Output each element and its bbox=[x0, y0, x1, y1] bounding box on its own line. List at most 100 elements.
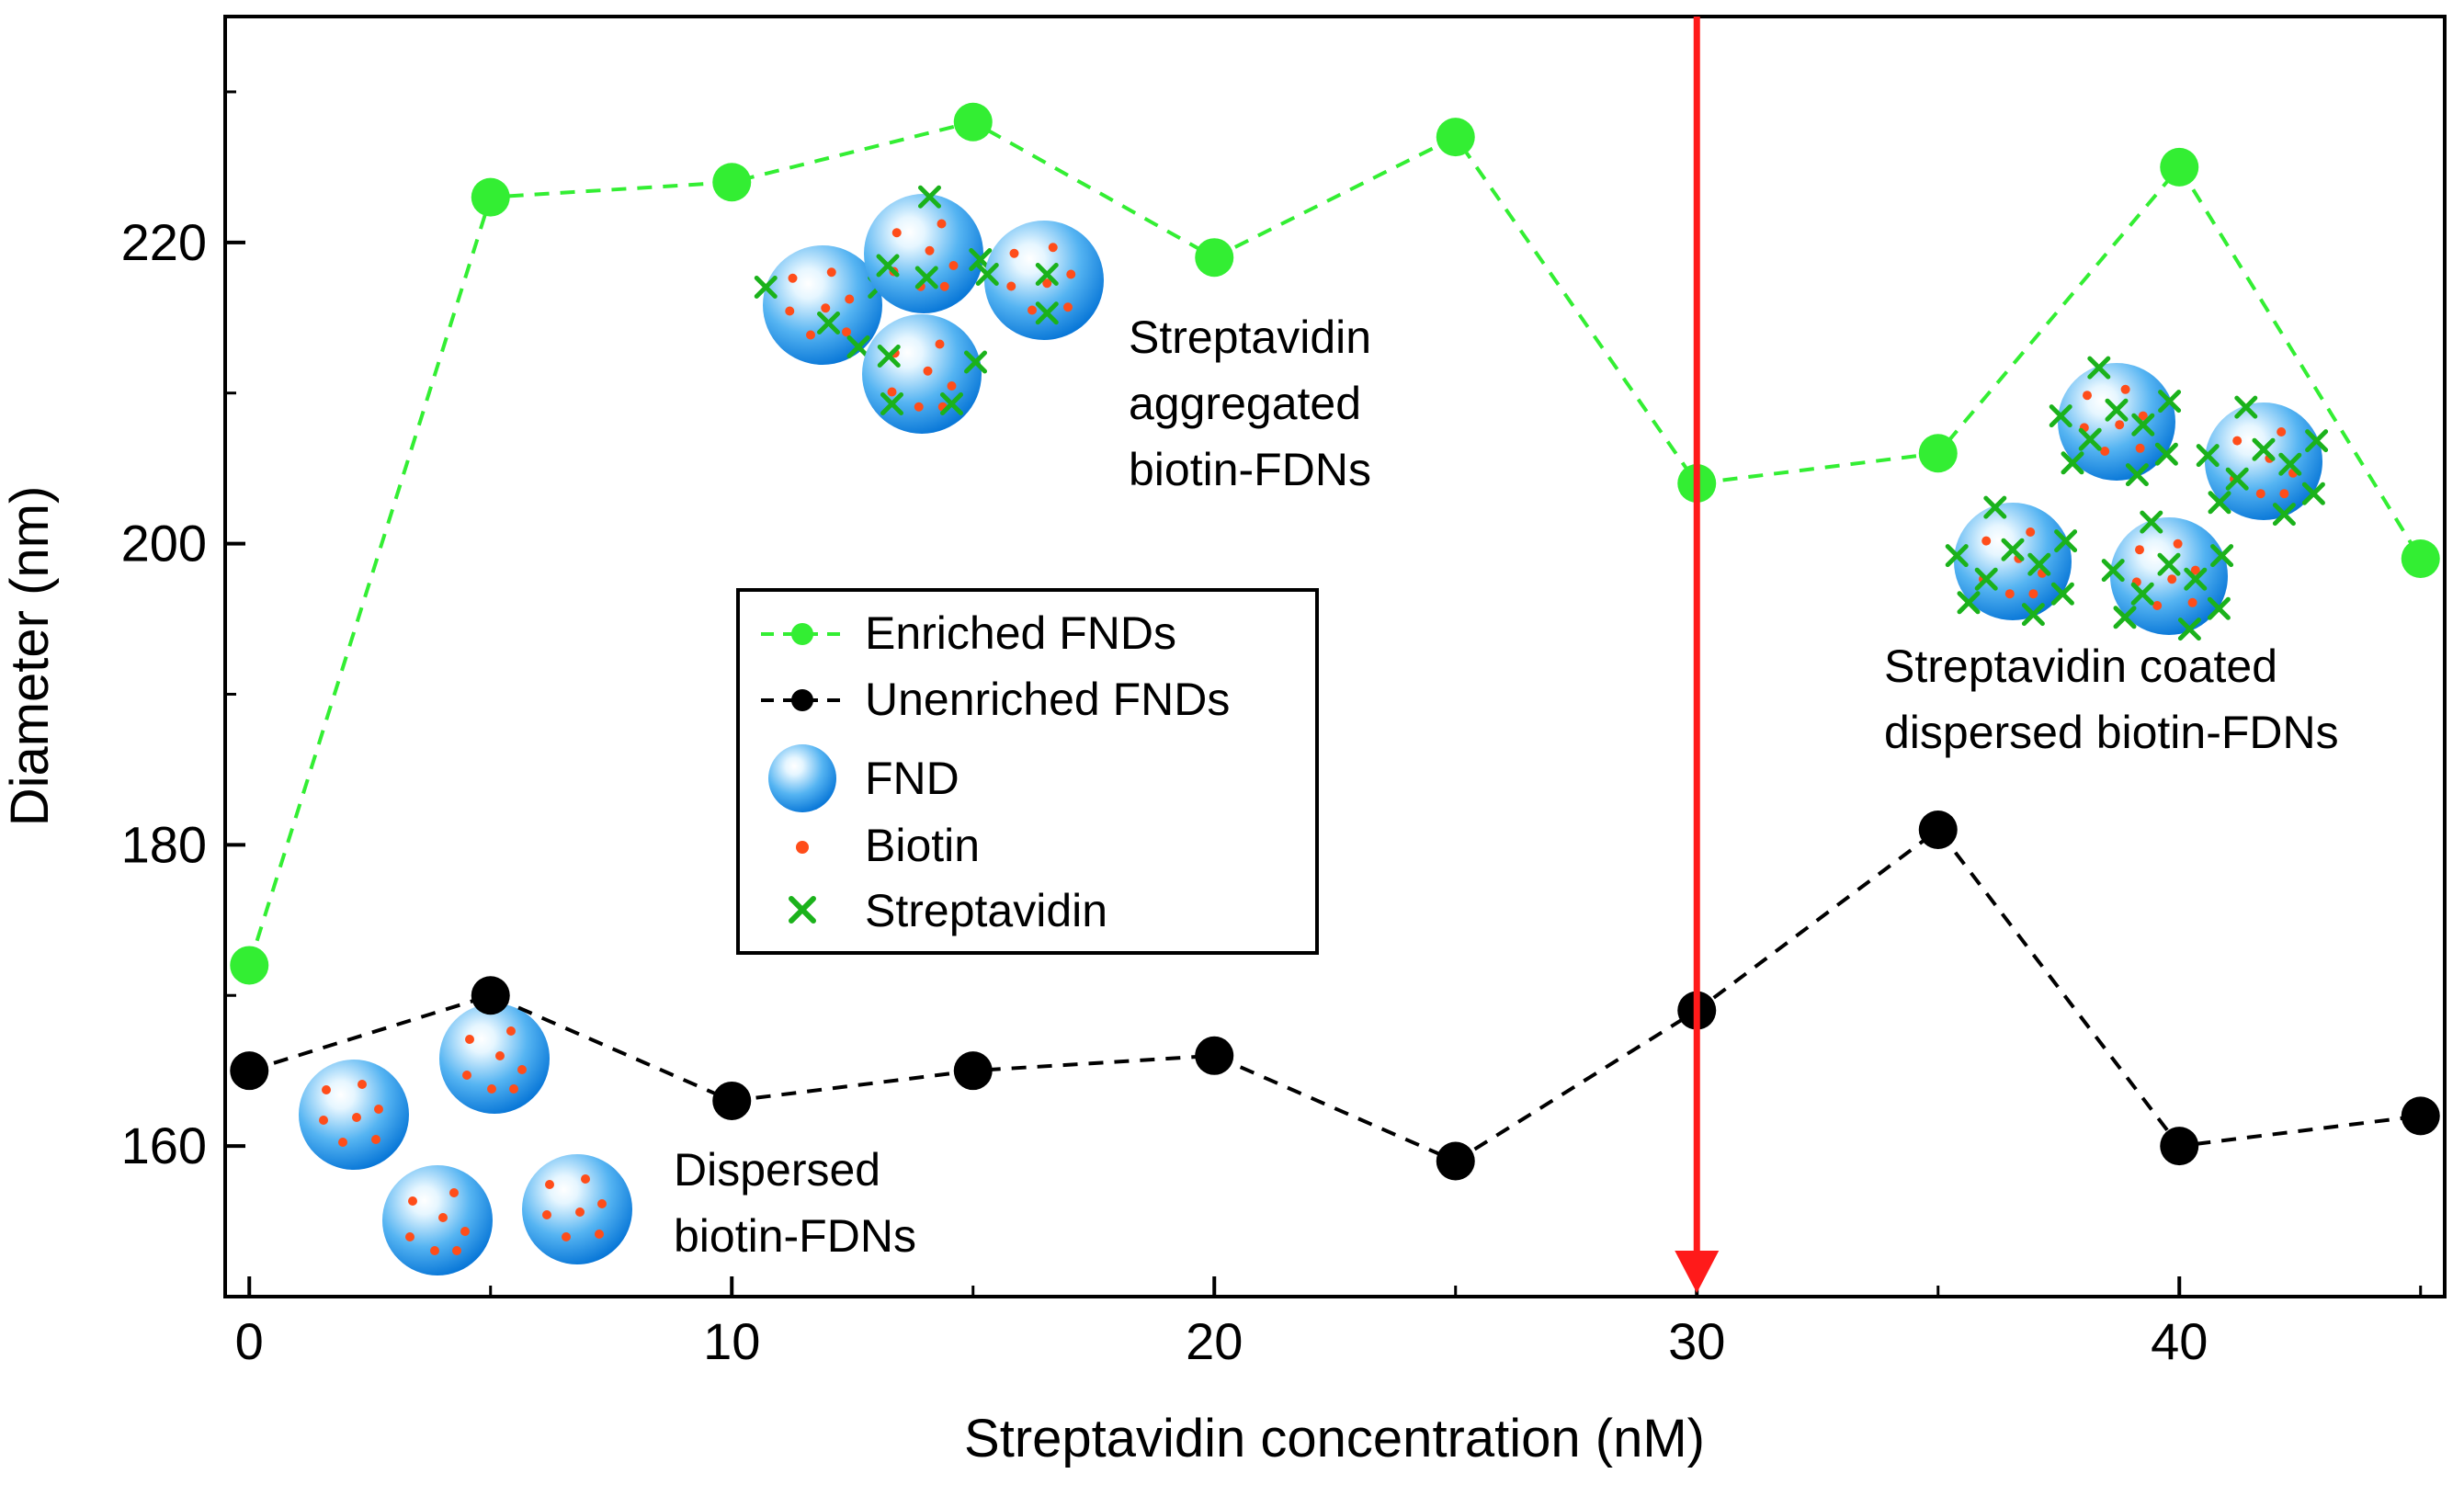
biotin-dot bbox=[2120, 384, 2130, 394]
streptavidin-cross bbox=[2113, 606, 2137, 629]
y-axis-ticks: 160 180 200 220 bbox=[121, 90, 245, 1174]
biotin-dot bbox=[923, 366, 933, 376]
streptavidin-cross bbox=[2301, 482, 2325, 505]
streptavidin-cross bbox=[2278, 452, 2302, 476]
biotin-dot bbox=[2232, 436, 2243, 446]
data-point bbox=[2160, 1127, 2199, 1166]
data-point bbox=[2401, 538, 2440, 578]
biotin-dot bbox=[2135, 443, 2145, 453]
legend-label-unenriched: Unenriched FNDs bbox=[865, 674, 1230, 725]
biotin-dot bbox=[506, 1026, 516, 1036]
data-point bbox=[1436, 118, 1475, 157]
fnd-sphere bbox=[862, 314, 982, 434]
biotin-dot bbox=[891, 228, 902, 238]
biotin-dot bbox=[2028, 589, 2038, 599]
biotin-dot bbox=[319, 1116, 328, 1125]
legend-marker-1 bbox=[791, 689, 813, 711]
legend-marker-0 bbox=[791, 623, 813, 645]
fnd-sphere bbox=[382, 1165, 493, 1275]
data-point bbox=[2160, 147, 2199, 187]
biotin-dot bbox=[460, 1227, 470, 1236]
fnd-sphere bbox=[864, 194, 983, 313]
biotin-dot bbox=[2167, 574, 2177, 584]
biotin-dot bbox=[438, 1213, 448, 1222]
biotin-dot bbox=[495, 1051, 505, 1060]
streptavidin-cross bbox=[2208, 491, 2231, 515]
streptavidin-cross bbox=[2130, 582, 2154, 606]
biotin-dot bbox=[517, 1065, 527, 1074]
biotin-dot bbox=[845, 294, 855, 304]
biotin-dot bbox=[788, 273, 798, 283]
marker-arrow bbox=[1675, 17, 1720, 1293]
streptavidin-cross bbox=[2131, 413, 2155, 436]
streptavidin-cross bbox=[975, 263, 999, 286]
annotation-coated: Streptavidin coated dispersed biotin-FDN… bbox=[1884, 640, 2339, 758]
biotin-dot bbox=[1066, 269, 1076, 279]
biotin-dot bbox=[2135, 545, 2144, 555]
y-tick-label: 200 bbox=[121, 515, 207, 572]
particle bbox=[382, 1165, 493, 1275]
biotin-dot bbox=[948, 261, 959, 270]
streptavidin-cross bbox=[2054, 529, 2078, 553]
legend-symbols bbox=[761, 623, 844, 924]
particle bbox=[2196, 395, 2329, 527]
biotin-dot bbox=[2277, 427, 2287, 436]
streptavidin-cross bbox=[2140, 510, 2163, 534]
streptavidin-cross bbox=[2021, 603, 2045, 627]
data-point bbox=[471, 177, 510, 217]
data-point bbox=[953, 1051, 993, 1091]
data-point bbox=[230, 1051, 269, 1091]
streptavidin-cross bbox=[2101, 559, 2125, 583]
streptavidin-cross bbox=[1957, 591, 1981, 615]
streptavidin-cross bbox=[846, 335, 870, 358]
biotin-dot bbox=[338, 1138, 347, 1147]
biotin-dot bbox=[947, 381, 957, 391]
streptavidin-cross bbox=[817, 312, 840, 334]
data-point bbox=[471, 976, 510, 1015]
streptavidin-cross bbox=[940, 392, 963, 415]
biotin-dot bbox=[2255, 489, 2265, 499]
y-tick-label: 180 bbox=[121, 815, 207, 873]
biotin-dot bbox=[462, 1071, 471, 1080]
biotin-dot bbox=[2004, 589, 2015, 599]
particle bbox=[1945, 495, 2078, 627]
biotin-dot bbox=[405, 1232, 414, 1241]
streptavidin-cross bbox=[1983, 495, 2007, 519]
streptavidin-cross bbox=[1035, 263, 1059, 286]
x-tick-label: 40 bbox=[2151, 1312, 2208, 1370]
streptavidin-cross bbox=[2001, 538, 2025, 561]
data-point bbox=[230, 946, 269, 985]
biotin-dot bbox=[785, 306, 795, 316]
data-point bbox=[2401, 1096, 2440, 1136]
biotin-dot bbox=[597, 1199, 607, 1208]
streptavidin-cross bbox=[2125, 463, 2149, 487]
data-point bbox=[953, 102, 993, 142]
biotin-dot bbox=[1028, 305, 1037, 315]
streptavidin-cross bbox=[918, 185, 941, 209]
series-line-0 bbox=[247, 119, 2423, 967]
streptavidin-cross bbox=[2157, 552, 2181, 576]
annotation-aggregated: Streptavidin aggregated biotin-FDNs bbox=[1129, 312, 1384, 495]
biotin-dot bbox=[408, 1196, 417, 1206]
streptavidin-cross bbox=[2105, 398, 2129, 422]
streptavidin-cross bbox=[2184, 567, 2208, 591]
streptavidin-cross bbox=[2225, 467, 2249, 491]
legend-label-enriched: Enriched FNDs bbox=[865, 607, 1176, 659]
fnd-sphere bbox=[2205, 402, 2322, 520]
biotin-dot bbox=[1009, 248, 1019, 258]
data-point bbox=[1195, 1036, 1234, 1075]
biotin-dot bbox=[925, 245, 935, 255]
particle bbox=[862, 314, 987, 434]
biotin-dot bbox=[1048, 243, 1058, 253]
biotin-dot bbox=[1042, 278, 1052, 289]
biotin-dot bbox=[1006, 281, 1016, 291]
x-tick-label: 20 bbox=[1186, 1312, 1243, 1370]
data-point bbox=[1918, 810, 1958, 849]
legend-streptavidin-cross bbox=[789, 896, 816, 924]
streptavidin-cross bbox=[2234, 395, 2258, 419]
biotin-dot bbox=[1063, 302, 1073, 312]
biotin-dot bbox=[806, 330, 815, 340]
streptavidin-cross bbox=[2158, 390, 2182, 414]
biotin-dot bbox=[842, 327, 851, 337]
